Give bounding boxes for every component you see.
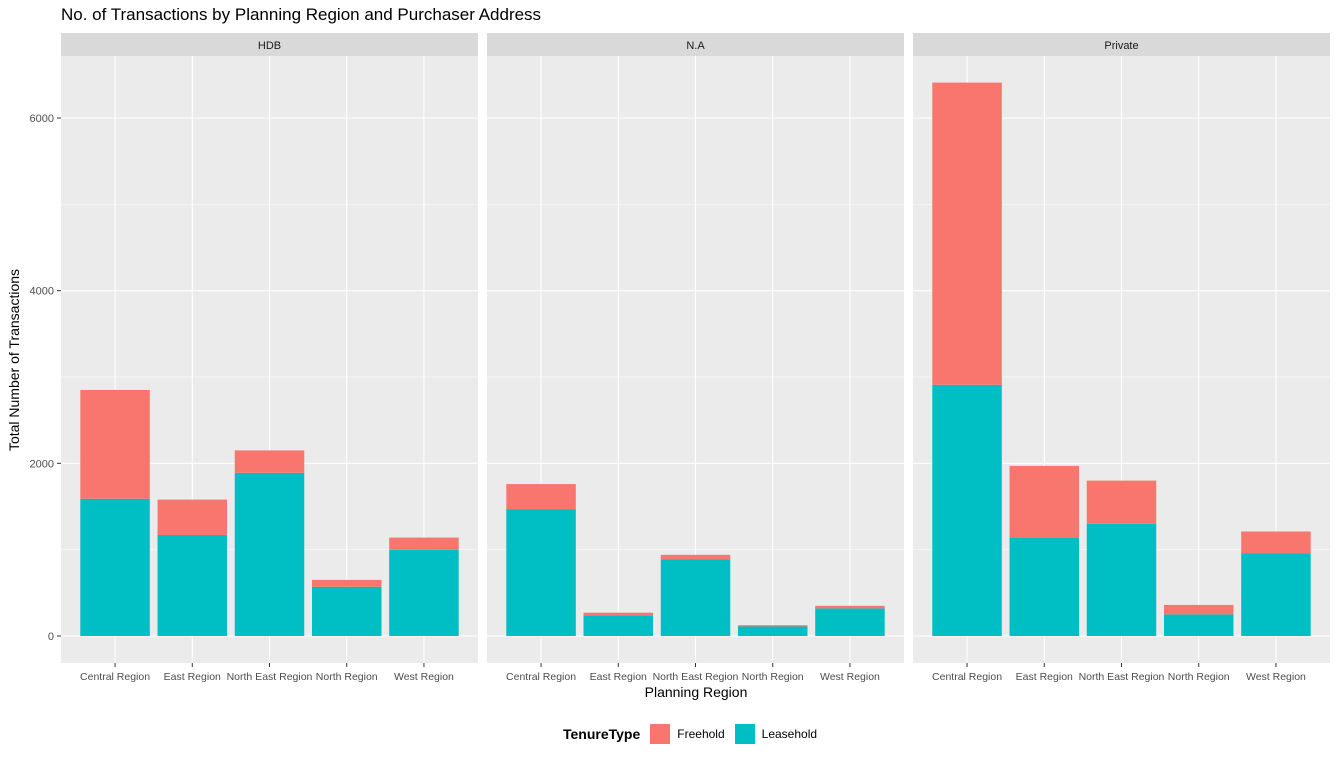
bar-hdb-west-region-freehold (389, 537, 459, 550)
bar-hdb-east-region-freehold (157, 499, 228, 535)
bar-hdb-north-east-region-leasehold (234, 472, 305, 636)
bar-hdb-north-region-leasehold (311, 586, 382, 636)
bar-n-a-north-region-leasehold (737, 626, 808, 636)
facet-strip-private (913, 33, 1330, 56)
bar-private-north-east-region-freehold (1086, 480, 1157, 524)
bar-private-west-region-leasehold (1241, 553, 1311, 636)
bar-hdb-north-region-freehold (311, 579, 382, 587)
x-tick-label: North Region (1168, 671, 1230, 683)
x-tick-label: East Region (590, 671, 647, 683)
facet-strip-hdb (61, 33, 478, 56)
bar-hdb-east-region-leasehold (157, 534, 228, 636)
chart-title: No. of Transactions by Planning Region a… (61, 5, 542, 24)
bar-n-a-north-east-region-freehold (660, 554, 731, 560)
bar-n-a-west-region-freehold (815, 605, 885, 609)
y-tick-label: 0 (48, 631, 54, 643)
x-tick-label: West Region (394, 671, 454, 683)
bar-private-north-region-leasehold (1163, 614, 1234, 636)
x-tick-label: East Region (1016, 671, 1073, 683)
x-tick-label: North East Region (227, 671, 313, 683)
x-tick-label: West Region (820, 671, 880, 683)
bar-private-north-east-region-leasehold (1086, 523, 1157, 636)
facet-label-private: Private (1104, 40, 1138, 52)
legend-label-freehold: Freehold (677, 727, 725, 741)
bar-n-a-east-region-freehold (583, 612, 654, 616)
legend-label-leasehold: Leasehold (761, 727, 818, 741)
y-tick-label: 6000 (30, 113, 54, 125)
x-tick-label: Central Region (932, 671, 1002, 683)
bar-n-a-central-region-leasehold (506, 509, 576, 636)
x-tick-label: West Region (1246, 671, 1306, 683)
bar-private-east-region-leasehold (1009, 537, 1080, 636)
bar-private-central-region-freehold (932, 82, 1002, 385)
y-tick-label: 4000 (30, 286, 54, 298)
facet-strip-n-a (487, 33, 904, 56)
x-tick-label: North East Region (653, 671, 739, 683)
y-tick-label: 2000 (30, 458, 54, 470)
bar-n-a-west-region-leasehold (815, 608, 885, 636)
facet-label-hdb: HDB (258, 40, 281, 52)
legend-key-freehold (650, 724, 671, 744)
bar-private-central-region-leasehold (932, 384, 1002, 636)
bar-private-east-region-freehold (1009, 465, 1080, 538)
bar-private-west-region-freehold (1241, 531, 1311, 554)
legend-key-leasehold (734, 724, 755, 744)
x-axis-label: Planning Region (645, 684, 748, 700)
bar-n-a-east-region-leasehold (583, 615, 654, 636)
bar-private-north-region-freehold (1163, 604, 1234, 615)
bar-n-a-central-region-freehold (506, 484, 576, 510)
legend-title: TenureType (563, 726, 641, 742)
legend: TenureType Freehold Leasehold (563, 721, 827, 747)
bar-n-a-north-east-region-leasehold (660, 559, 731, 636)
bar-hdb-central-region-freehold (80, 389, 150, 499)
x-tick-label: East Region (164, 671, 221, 683)
x-tick-label: North East Region (1079, 671, 1165, 683)
facet-label-n-a: N.A (686, 40, 705, 52)
bar-hdb-north-east-region-freehold (234, 450, 305, 473)
x-tick-label: Central Region (506, 671, 576, 683)
bar-n-a-north-region-freehold (737, 625, 808, 627)
bar-hdb-west-region-leasehold (389, 549, 459, 636)
x-tick-label: Central Region (80, 671, 150, 683)
y-axis-label: Total Number of Transactions (6, 269, 22, 451)
bar-hdb-central-region-leasehold (80, 498, 150, 636)
x-tick-label: North Region (742, 671, 804, 683)
x-tick-label: North Region (316, 671, 378, 683)
